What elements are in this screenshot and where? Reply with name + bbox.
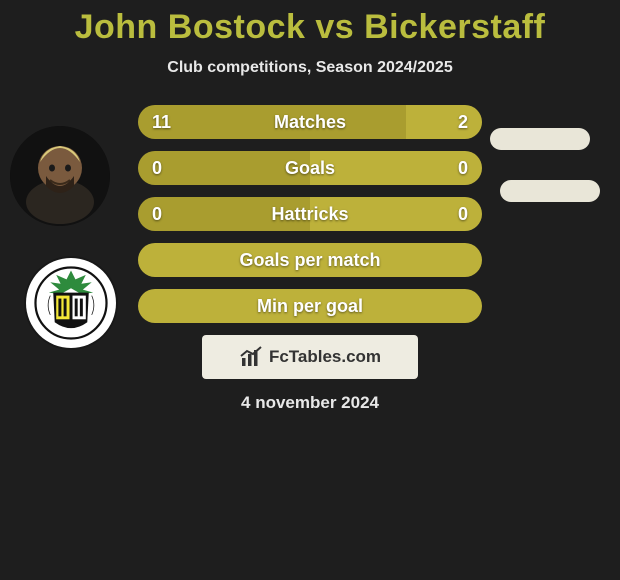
stat-bar: 00Goals <box>138 151 482 185</box>
bar-left-fill <box>138 105 406 139</box>
fctables-logo: FcTables.com <box>202 335 418 379</box>
player1-avatar <box>10 126 110 226</box>
bar-left-fill <box>138 151 310 185</box>
stat-value-right: 0 <box>458 197 468 231</box>
player2-club-crest <box>26 258 116 348</box>
stat-value-left: 0 <box>152 151 162 185</box>
page-title: John Bostock vs Bickerstaff <box>0 8 620 47</box>
bar-right-fill <box>310 197 482 231</box>
stat-bar: Min per goal <box>138 289 482 323</box>
form-pill <box>500 180 600 202</box>
logo-text: FcTables.com <box>269 347 381 367</box>
form-pill <box>490 128 590 150</box>
bar-right-fill <box>310 151 482 185</box>
stat-value-right: 2 <box>458 105 468 139</box>
date-text: 4 november 2024 <box>0 393 620 413</box>
stat-bar: 00Hattricks <box>138 197 482 231</box>
stat-value-left: 11 <box>152 105 171 139</box>
stat-bar: 112Matches <box>138 105 482 139</box>
stat-value-right: 0 <box>458 151 468 185</box>
subtitle: Club competitions, Season 2024/2025 <box>0 59 620 77</box>
stat-value-left: 0 <box>152 197 162 231</box>
stat-bar: Goals per match <box>138 243 482 277</box>
bar-right-fill <box>138 289 482 323</box>
bar-right-fill <box>138 243 482 277</box>
chart-icon <box>239 345 263 369</box>
bar-left-fill <box>138 197 310 231</box>
bar-right-fill <box>406 105 482 139</box>
